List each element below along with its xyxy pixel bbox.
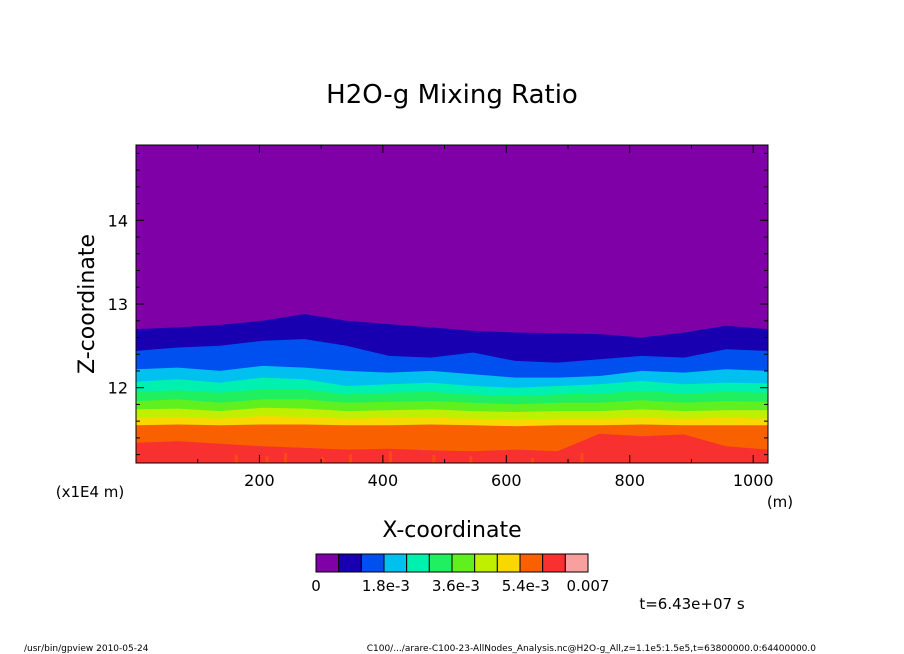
colorbar-tick-label: 1.8e-3: [362, 577, 410, 595]
colorbar-legend: [315, 553, 589, 573]
y-tick-label: 14: [108, 211, 128, 230]
colorbar-swatch: [564, 553, 589, 573]
footer-source: C100/.../arare-C100-23-AllNodes_Analysis…: [367, 644, 817, 654]
colorbar-tick-labels: 0 1.8e-3 3.6e-3 5.4e-3 0.007: [311, 577, 609, 595]
contour-bands: [136, 314, 768, 463]
colorbar-tick-label: 0: [311, 577, 321, 595]
x-tick-label: 400: [368, 471, 399, 490]
speckle-streak: [321, 457, 325, 463]
x-tick-label: 800: [614, 471, 645, 490]
y-axis-label: Z-coordinate: [75, 234, 100, 374]
contour-band-level-10: [136, 433, 768, 463]
y-axis: 12 13 14: [108, 152, 768, 456]
x-axis-label: X-coordinate: [382, 518, 521, 543]
colorbar-swatch: [315, 553, 340, 573]
colorbar-swatch: [428, 553, 453, 573]
y-tick-label: 13: [108, 295, 128, 314]
colorbar-swatch: [496, 553, 521, 573]
colorbar-tick-label: 0.007: [567, 577, 610, 595]
y-tick-label: 12: [108, 379, 128, 398]
x-tick-label: 200: [244, 471, 275, 490]
time-label: t=6.43e+07 s: [639, 595, 745, 613]
colorbar-swatch: [406, 553, 430, 573]
speckle-streak: [265, 456, 269, 463]
colorbar-swatch: [338, 553, 362, 573]
speckle-streak: [580, 453, 584, 463]
speckle-streak: [389, 451, 392, 463]
speckle-streak: [348, 454, 352, 463]
y-unit-label: (x1E4 m): [56, 483, 125, 501]
speckle-streak: [432, 454, 436, 463]
speckle-streak: [531, 458, 534, 463]
chart-title: H2O-g Mixing Ratio: [326, 80, 578, 110]
colorbar-swatch: [383, 553, 408, 573]
speckle-streak: [234, 454, 238, 463]
colorbar-tick-label: 3.6e-3: [432, 577, 480, 595]
colorbar-swatch: [519, 553, 544, 573]
footer-program: /usr/bin/gpview 2010-05-24: [24, 644, 149, 654]
speckle-streak: [469, 456, 473, 463]
x-axis: 200 400 600 800 1000: [197, 145, 774, 490]
x-tick-label: 1000: [733, 471, 774, 490]
colorbar-swatch: [474, 553, 498, 573]
red-speckle-patches: [234, 451, 584, 463]
x-unit-label: (m): [767, 493, 793, 511]
colorbar-tick-label: 5.4e-3: [502, 577, 550, 595]
speckle-streak: [284, 453, 288, 463]
plot-area: [135, 144, 769, 464]
colorbar-swatch: [542, 553, 566, 573]
colorbar-swatch: [360, 553, 385, 573]
colorbar-swatch: [451, 553, 476, 573]
x-tick-label: 600: [491, 471, 522, 490]
